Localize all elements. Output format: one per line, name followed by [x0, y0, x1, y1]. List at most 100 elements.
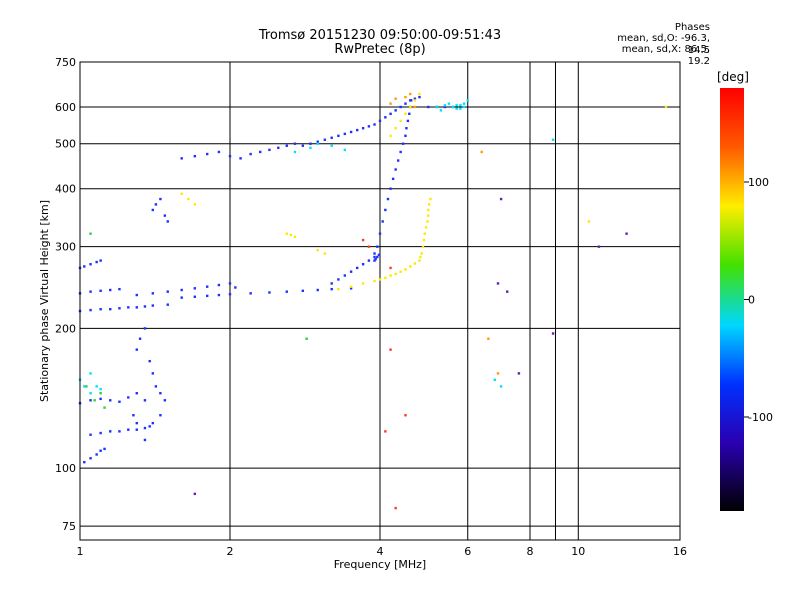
data-point: [386, 197, 390, 201]
data-point: [409, 92, 412, 96]
data-point: [132, 414, 135, 417]
x-tick-label: 2: [227, 545, 234, 558]
data-point: [459, 107, 462, 110]
data-point: [277, 146, 280, 149]
data-point: [99, 307, 102, 311]
y-tick-label: 200: [55, 322, 76, 335]
data-point: [427, 203, 431, 206]
data-point: [505, 290, 509, 293]
data-point: [404, 134, 407, 138]
data-point: [159, 392, 162, 395]
data-point: [85, 385, 88, 388]
data-point: [426, 220, 429, 223]
data-point: [587, 220, 591, 223]
data-point: [193, 492, 197, 496]
data-point: [355, 128, 359, 132]
data-point: [455, 107, 458, 110]
data-point: [323, 138, 327, 141]
data-point: [193, 287, 197, 290]
data-point: [413, 105, 417, 109]
data-point: [466, 99, 469, 102]
data-point: [381, 220, 384, 223]
data-point: [89, 290, 92, 293]
data-point: [330, 144, 333, 147]
data-point: [343, 148, 347, 152]
data-point: [249, 152, 252, 156]
data-point: [159, 197, 162, 201]
data-point: [301, 144, 305, 147]
data-point: [293, 150, 297, 154]
data-point: [127, 306, 130, 309]
data-point: [109, 307, 112, 311]
data-point: [625, 232, 628, 235]
data-point: [421, 245, 425, 248]
colorbar-tick-label: 100: [748, 176, 769, 189]
data-point: [389, 112, 392, 116]
data-point: [361, 238, 365, 242]
data-point: [83, 265, 86, 268]
phase-x-stats: mean, sd,X: 86.5, 19.2: [621, 44, 710, 67]
data-point: [285, 144, 288, 147]
x-tick-label: 8: [527, 545, 534, 558]
data-point: [166, 290, 169, 293]
data-point: [517, 372, 521, 375]
data-point: [423, 232, 426, 235]
data-point: [316, 140, 319, 143]
y-tick-label: 500: [55, 138, 76, 151]
data-point: [462, 102, 466, 105]
data-point: [135, 421, 138, 425]
data-point: [487, 337, 490, 340]
data-point: [404, 102, 407, 105]
data-point: [99, 392, 102, 395]
data-point: [143, 327, 147, 330]
data-point: [205, 285, 209, 288]
data-point: [399, 105, 402, 109]
data-point: [118, 307, 121, 310]
data-point: [418, 95, 421, 99]
data-point: [180, 157, 183, 160]
y-tick-label: 600: [55, 101, 76, 114]
data-point: [316, 248, 319, 252]
data-point: [439, 109, 443, 112]
data-point: [135, 348, 138, 351]
data-point: [83, 385, 86, 388]
data-point: [551, 332, 555, 335]
data-point: [401, 142, 405, 145]
data-point: [293, 235, 297, 239]
data-point: [95, 260, 98, 264]
data-point: [99, 289, 102, 293]
data-point: [234, 286, 237, 289]
data-point: [163, 399, 167, 402]
data-point: [418, 259, 421, 262]
data-point: [99, 397, 102, 401]
data-point: [422, 238, 426, 242]
data-point: [373, 252, 376, 255]
data-point: [159, 414, 162, 417]
data-point: [394, 506, 397, 510]
data-point: [404, 112, 407, 116]
data-point: [413, 97, 417, 100]
data-point: [367, 259, 371, 262]
data-point: [493, 378, 497, 381]
data-point: [361, 263, 365, 266]
data-point: [289, 233, 293, 237]
y-tick-label: 75: [62, 520, 76, 533]
data-point: [378, 119, 382, 123]
data-point: [394, 168, 397, 171]
chart-title: Tromsø 20151230 09:50:00-09:51:43: [258, 28, 502, 43]
data-point: [154, 385, 158, 388]
data-point: [404, 268, 407, 271]
data-point: [409, 105, 412, 109]
data-point: [151, 208, 155, 212]
data-point: [228, 282, 232, 285]
data-point: [143, 438, 147, 442]
data-point: [95, 453, 98, 456]
data-point: [597, 245, 601, 248]
data-point: [103, 406, 106, 409]
data-point: [217, 293, 221, 297]
data-point: [427, 105, 430, 109]
data-point: [193, 295, 197, 298]
x-tick-label: 6: [464, 545, 471, 558]
data-point: [239, 157, 242, 160]
